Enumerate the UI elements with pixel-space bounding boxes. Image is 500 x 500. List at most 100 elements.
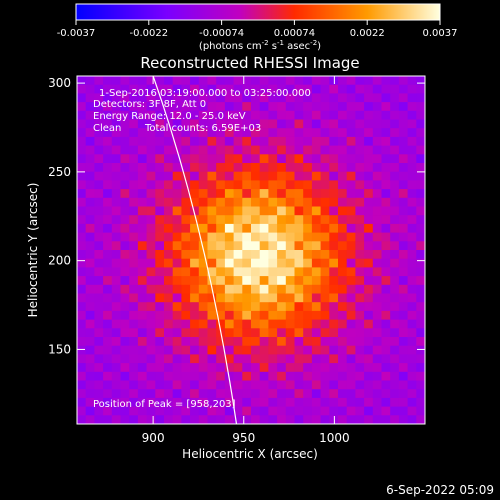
heatmap-cell [294, 163, 304, 173]
heatmap-cell [259, 276, 269, 286]
heatmap-cell [242, 197, 252, 208]
heatmap-cell [224, 119, 235, 129]
heatmap-cell [164, 258, 174, 268]
heatmap-cell [303, 206, 313, 216]
heatmap-cell [355, 250, 365, 260]
heatmap-cell [372, 93, 383, 103]
heatmap-cell [216, 84, 226, 94]
heatmap-cell [398, 102, 409, 112]
heatmap-cell [285, 119, 296, 129]
heatmap-cell [77, 389, 87, 399]
heatmap-cell [355, 128, 365, 138]
heatmap-cell [146, 276, 156, 286]
heatmap-cell [372, 102, 383, 112]
heatmap-cell [259, 232, 269, 242]
heatmap-cell [111, 371, 122, 382]
heatmap-cell [372, 337, 383, 347]
heatmap-cell [181, 145, 191, 155]
heatmap-cell [407, 345, 417, 355]
heatmap-cell [207, 354, 217, 364]
heatmap-cell [103, 189, 113, 199]
x-axis-label: Heliocentric X (arcsec) [182, 447, 318, 461]
heatmap-cell [277, 189, 287, 199]
heatmap-cell [172, 250, 182, 260]
heatmap-cell [146, 345, 156, 355]
heatmap-cell [129, 84, 139, 94]
heatmap-cell [364, 337, 374, 347]
y-tick-label: 150 [48, 342, 71, 356]
heatmap-cell [190, 363, 200, 373]
heatmap-cell [120, 406, 130, 416]
heatmap-cell [137, 310, 148, 321]
heatmap-cell [285, 284, 296, 295]
heatmap-cell [364, 258, 374, 268]
heatmap-cell [129, 241, 139, 251]
heatmap-cell [285, 363, 296, 373]
heatmap-cell [242, 284, 252, 295]
heatmap-cell [381, 206, 391, 216]
heatmap-cell [181, 345, 191, 355]
heatmap-cell [320, 293, 330, 303]
heatmap-image [77, 76, 425, 424]
heatmap-cell [251, 232, 261, 242]
colorbar-gradient [75, 3, 441, 21]
heatmap-cell [294, 293, 304, 303]
heatmap-cell [224, 415, 235, 424]
heatmap-cell [77, 119, 87, 129]
heatmap-cell [381, 128, 391, 138]
heatmap-cell [242, 76, 252, 86]
heatmap-cell [259, 189, 269, 199]
heatmap-cell [242, 110, 252, 121]
heatmap-cell [190, 267, 200, 277]
heatmap-cell [164, 136, 174, 147]
heatmap-cell [137, 319, 148, 329]
peak-position-label: Position of Peak = [958,203] [93, 399, 236, 410]
heatmap-cell [129, 206, 139, 216]
heatmap-cell [329, 180, 339, 190]
heatmap-cell [381, 267, 391, 277]
heatmap-cell [277, 110, 287, 121]
heatmap-cell [407, 93, 417, 103]
heatmap-cell [172, 102, 182, 112]
heatmap-cell [111, 128, 122, 138]
heatmap-cell [190, 380, 200, 390]
heatmap-cell [146, 110, 156, 121]
heatmap-cell [216, 136, 226, 147]
heatmap-cell [172, 310, 182, 321]
heatmap-cell [251, 293, 261, 303]
heatmap-cell [355, 154, 365, 164]
heatmap-cell [233, 302, 243, 312]
heatmap-cell [311, 197, 322, 208]
heatmap-cell [77, 84, 87, 94]
heatmap-cell [198, 397, 209, 408]
heatmap-cell [172, 84, 182, 94]
heatmap-cell [85, 319, 95, 329]
heatmap-cell [259, 110, 269, 121]
heatmap-cell [224, 171, 235, 181]
heatmap-cell [242, 215, 252, 225]
heatmap-cell [277, 102, 287, 112]
heatmap-cell [190, 302, 200, 312]
heatmap-cell [320, 215, 330, 225]
heatmap-cell [216, 380, 226, 390]
heatmap-cell [407, 284, 417, 295]
heatmap-cell [111, 145, 122, 155]
heatmap-cell [398, 319, 409, 329]
heatmap-cell [111, 93, 122, 103]
heatmap-cell [103, 302, 113, 312]
heatmap-cell [120, 363, 130, 373]
heatmap-cell [303, 84, 313, 94]
heatmap-cell [190, 310, 200, 321]
heatmap-cell [94, 102, 104, 112]
heatmap-cell [181, 197, 191, 208]
heatmap-cell [329, 171, 339, 181]
heatmap-cell [103, 293, 113, 303]
heatmap-cell [303, 389, 313, 399]
heatmap-cell [329, 102, 339, 112]
heatmap-cell [372, 345, 383, 355]
heatmap-cell [146, 363, 156, 373]
heatmap-cell [103, 171, 113, 181]
heatmap-cell [251, 276, 261, 286]
heatmap-cell [164, 284, 174, 295]
heatmap-cell [268, 337, 278, 347]
